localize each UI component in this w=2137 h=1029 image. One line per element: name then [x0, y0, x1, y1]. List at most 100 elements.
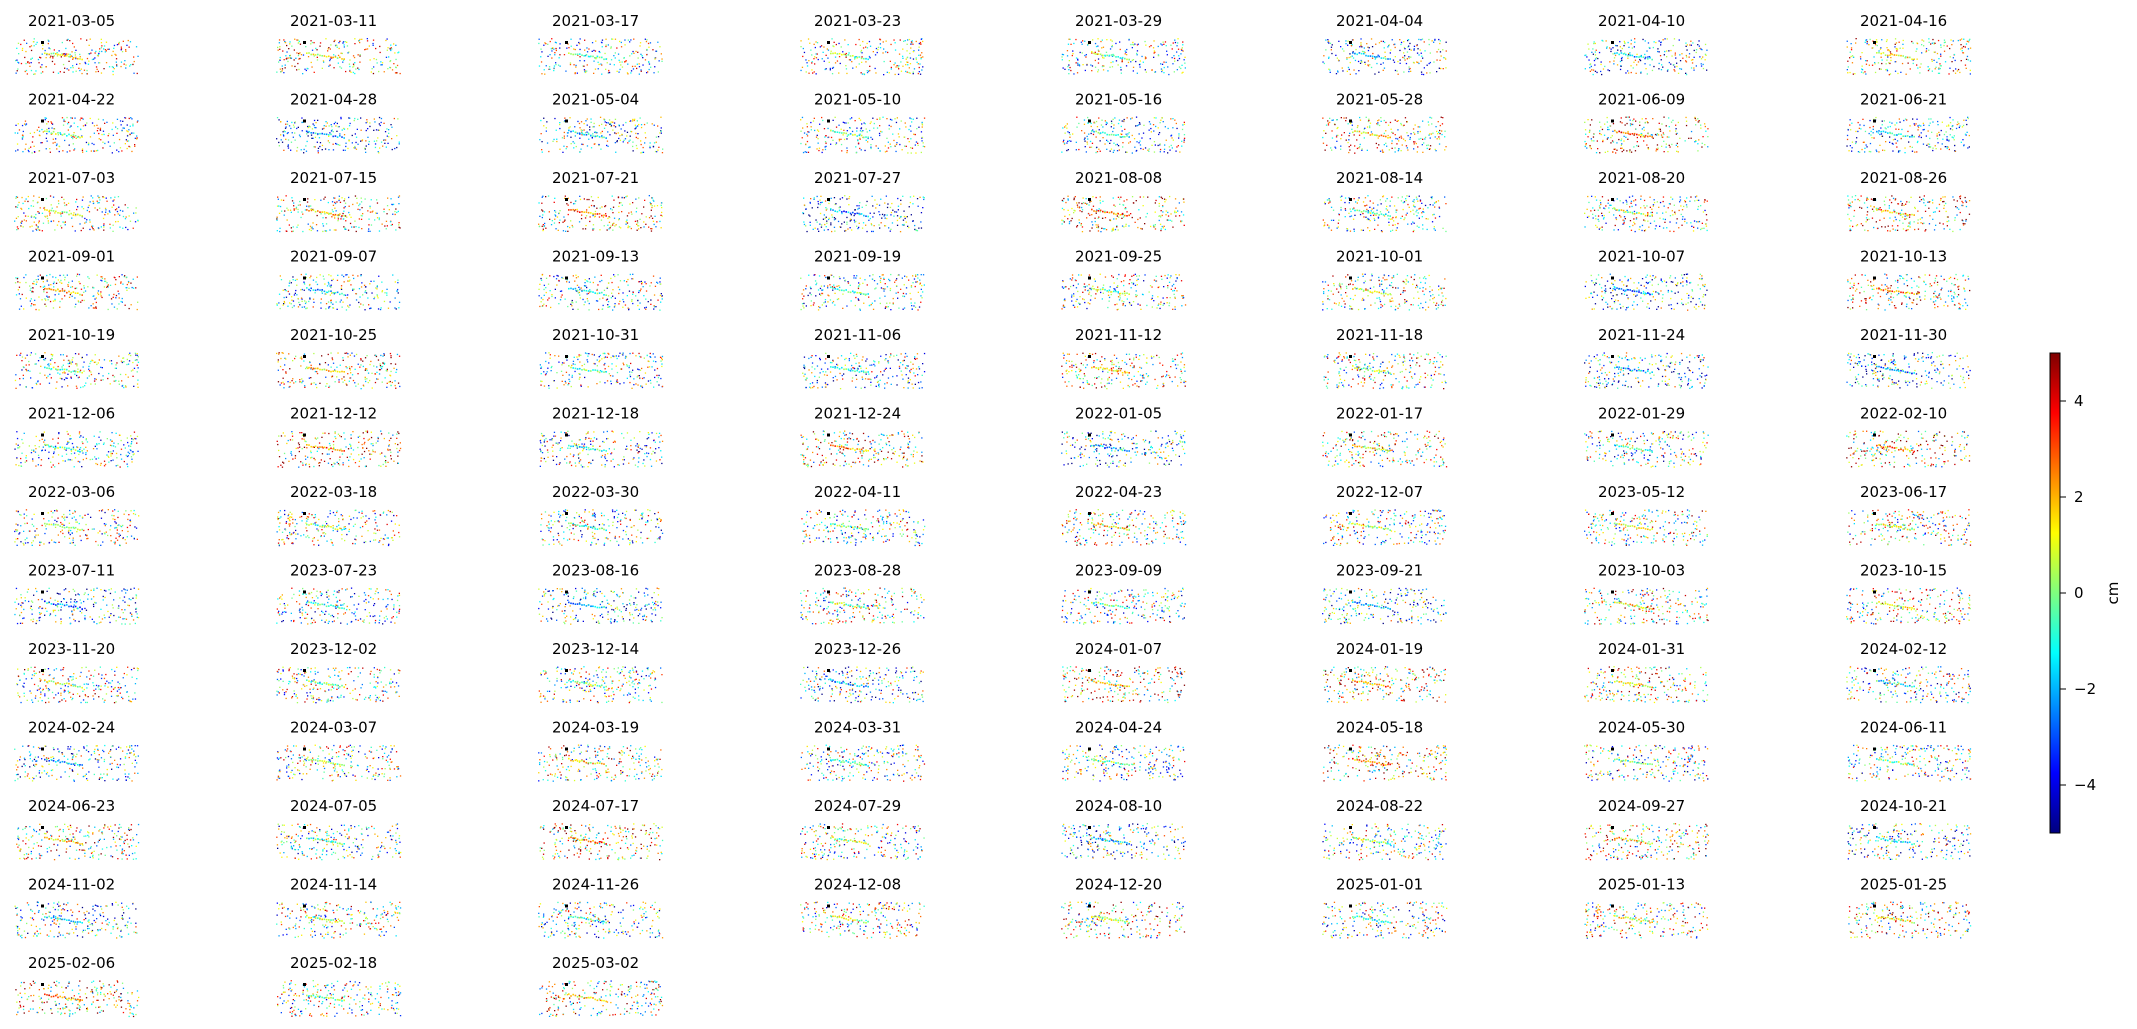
panel-scatter-points	[1061, 196, 1185, 233]
panel-title: 2025-02-18	[290, 954, 377, 972]
panel-title: 2023-11-20	[28, 640, 115, 658]
panel-2024-01-07: 2024-01-07	[1062, 640, 1185, 703]
panel-2021-04-10: 2021-04-10	[1584, 12, 1707, 75]
reference-point-marker	[1873, 41, 1876, 44]
reference-point-marker	[41, 826, 44, 829]
reference-point-marker	[1611, 748, 1614, 751]
panel-2022-12-07: 2022-12-07	[1323, 483, 1446, 546]
panel-title: 2021-10-31	[552, 326, 639, 344]
reference-point-marker	[1611, 826, 1614, 829]
reference-point-marker	[41, 277, 44, 280]
panel-2021-10-19: 2021-10-19	[15, 326, 139, 389]
panel-title: 2024-01-19	[1336, 640, 1423, 658]
panel-scatter-points	[1846, 666, 1971, 703]
panel-title: 2021-11-24	[1598, 326, 1685, 344]
panel-scatter-points	[276, 195, 400, 232]
panel-title: 2022-12-07	[1336, 483, 1423, 501]
panel-scatter-points	[276, 117, 400, 154]
panel-title: 2024-12-20	[1075, 876, 1162, 894]
reference-point-marker	[41, 983, 44, 986]
panel-title: 2025-01-25	[1860, 876, 1947, 894]
panel-title: 2021-07-15	[290, 169, 377, 187]
panel-2023-05-12: 2023-05-12	[1584, 483, 1708, 546]
panel-scatter-points	[538, 274, 662, 311]
reference-point-marker	[827, 355, 830, 358]
reference-point-marker	[41, 198, 44, 201]
panel-2023-06-17: 2023-06-17	[1847, 483, 1971, 546]
reference-point-marker	[565, 277, 568, 280]
panel-title: 2022-01-29	[1598, 405, 1685, 423]
panel-title: 2024-05-18	[1336, 719, 1423, 737]
panel-title: 2024-02-12	[1860, 640, 1947, 658]
panel-title: 2024-07-17	[552, 797, 639, 815]
panel-2023-12-26: 2023-12-26	[800, 640, 924, 703]
panel-scatter-points	[800, 431, 923, 468]
panel-title: 2021-10-25	[290, 326, 377, 344]
reference-point-marker	[303, 983, 306, 986]
panel-scatter-points	[276, 902, 401, 939]
reference-point-marker	[1088, 198, 1091, 201]
panel-scatter-points	[1062, 666, 1185, 703]
panel-scatter-points	[1584, 588, 1709, 625]
reference-point-marker	[1349, 826, 1352, 829]
panel-scatter-points	[538, 588, 663, 625]
reference-point-marker	[1349, 120, 1352, 123]
panel-scatter-points	[1322, 588, 1447, 625]
panel-2021-06-09: 2021-06-09	[1584, 91, 1709, 154]
panel-scatter-points	[14, 588, 139, 625]
reference-point-marker	[303, 277, 306, 280]
panel-2021-08-08: 2021-08-08	[1061, 169, 1185, 232]
panel-title: 2022-03-18	[290, 483, 377, 501]
panel-title: 2024-11-02	[28, 876, 115, 894]
panel-title: 2024-01-07	[1075, 640, 1162, 658]
panel-title: 2024-11-26	[552, 876, 639, 894]
panel-scatter-points	[1584, 431, 1709, 468]
reference-point-marker	[565, 355, 568, 358]
panel-scatter-points	[800, 117, 925, 154]
panel-2024-07-17: 2024-07-17	[540, 797, 664, 860]
reference-point-marker	[565, 591, 568, 594]
panel-scatter-points	[276, 274, 400, 311]
panel-scatter-points	[800, 274, 925, 311]
panel-2024-06-23: 2024-06-23	[16, 797, 139, 860]
reference-point-marker	[1611, 41, 1614, 44]
panel-title: 2023-05-12	[1598, 483, 1685, 501]
panel-title: 2024-10-21	[1860, 797, 1947, 815]
panel-2024-06-11: 2024-06-11	[1848, 719, 1972, 782]
panel-title: 2021-04-28	[290, 91, 377, 109]
panel-2025-01-25: 2025-01-25	[1848, 876, 1971, 939]
reference-point-marker	[565, 120, 568, 123]
reference-point-marker	[1349, 512, 1352, 515]
panel-scatter-points	[802, 195, 925, 232]
panel-2021-09-19: 2021-09-19	[800, 248, 925, 311]
reference-point-marker	[41, 41, 44, 44]
panel-title: 2021-10-07	[1598, 248, 1685, 266]
reference-point-marker	[303, 669, 306, 672]
panel-scatter-points	[1584, 666, 1708, 703]
panel-title: 2022-04-11	[814, 483, 901, 501]
reference-point-marker	[41, 512, 44, 515]
panel-title: 2024-06-23	[28, 797, 115, 815]
reference-point-marker	[303, 591, 306, 594]
panel-scatter-points	[1584, 509, 1708, 546]
reference-point-marker	[41, 905, 44, 908]
reference-point-marker	[1088, 826, 1091, 829]
panel-title: 2024-03-07	[290, 719, 377, 737]
colorbar-tick-label: 4	[2074, 392, 2084, 410]
panel-scatter-points	[14, 431, 138, 468]
panel-2023-09-09: 2023-09-09	[1061, 562, 1185, 625]
panel-title: 2021-06-21	[1860, 91, 1947, 109]
panel-scatter-points	[540, 509, 663, 546]
panel-title: 2025-01-01	[1336, 876, 1423, 894]
panel-2024-03-07: 2024-03-07	[276, 719, 401, 782]
panel-title: 2022-01-05	[1075, 405, 1162, 423]
reference-point-marker	[827, 826, 830, 829]
panel-2021-04-28: 2021-04-28	[276, 91, 400, 154]
panel-title: 2024-08-22	[1336, 797, 1423, 815]
panel-scatter-points	[539, 666, 663, 703]
panel-2025-02-06: 2025-02-06	[15, 954, 139, 1017]
panel-title: 2021-11-12	[1075, 326, 1162, 344]
panel-scatter-points	[15, 38, 139, 75]
panel-title: 2021-11-30	[1860, 326, 1947, 344]
